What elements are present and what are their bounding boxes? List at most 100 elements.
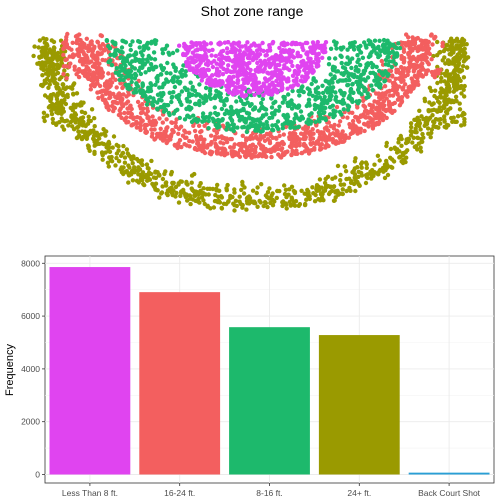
shot-point [170,128,175,133]
shot-point [356,99,361,105]
shot-point [252,117,257,123]
shot-point [184,106,189,112]
shot-point [304,191,309,197]
shot-point [84,64,89,69]
shot-point [252,78,257,84]
shot-point [153,187,158,192]
shot-point [89,48,94,53]
shot-point [202,43,207,48]
shot-point [103,91,109,97]
shot-point [68,61,73,66]
shot-point [120,59,126,64]
shot-point [136,68,141,73]
shot-point [407,62,413,67]
shot-point [320,135,325,140]
shot-point [55,57,60,63]
shot-point [298,116,304,121]
shot-point [308,49,313,54]
shot-point [370,44,376,49]
shot-point [236,71,241,77]
shot-point [413,129,418,135]
shot-point [88,87,94,92]
shot-point [301,141,307,147]
shot-point [219,152,224,157]
shot-point [429,127,434,132]
shot-point [277,62,282,68]
shot-point [205,67,210,72]
shot-point [106,164,112,169]
shot-point [286,192,291,197]
shot-point [82,52,87,57]
shot-point [219,79,225,84]
shot-point [462,57,467,62]
shot-point [358,43,363,49]
shot-point [39,82,44,88]
shot-point [370,65,375,70]
shot-point [232,152,237,158]
shot-point [247,201,252,206]
shot-point [212,198,218,204]
shot-point [438,121,443,126]
shot-point [416,48,421,53]
shot-point [408,121,414,126]
shot-point [418,145,423,150]
shot-scatter-panel [31,31,471,213]
shot-point [198,94,204,99]
shot-point [404,90,410,96]
shot-point [457,107,463,112]
shot-point [263,53,268,58]
shot-point [438,67,443,73]
shot-point [383,165,388,171]
shot-point [121,143,126,149]
shot-point [313,119,318,125]
shot-point [46,66,51,72]
shot-point [99,51,104,56]
shot-point [265,123,270,128]
shot-point [198,46,204,52]
shot-point [416,82,421,88]
shot-point [325,90,330,95]
shot-point [378,85,383,90]
shot-point [347,122,352,127]
shot-point [255,204,260,209]
shot-point [362,109,368,114]
shot-point [208,111,213,116]
shot-point [316,110,322,115]
shot-point [56,100,61,105]
shot-point [167,52,172,57]
shot-point [406,35,411,40]
shot-point [365,172,370,177]
shot-point [215,151,220,156]
shot-point [79,136,85,141]
shot-point [464,42,469,47]
shot-point [66,123,71,128]
shot-point [163,107,169,113]
shot-point [330,136,335,142]
shot-point [42,93,48,98]
shot-point [183,193,188,198]
shot-point [135,168,141,173]
shot-point [370,103,375,108]
shot-point [265,48,270,54]
shot-point [353,64,359,70]
shot-point [364,65,369,70]
shot-point [49,57,54,62]
shot-point [343,78,349,83]
shot-point [393,146,398,152]
shot-point [261,48,266,54]
shot-point [385,47,391,52]
shot-point [331,131,336,136]
shot-point [453,59,458,65]
shot-point [267,45,272,50]
bar-4 [408,472,490,475]
shot-point [81,100,86,105]
shot-point [238,98,244,104]
shot-point [178,179,183,184]
shot-point [213,93,218,98]
shot-point [310,93,315,99]
shot-point [359,160,365,165]
shot-point [235,89,240,94]
shot-point [399,143,404,148]
shot-point [211,117,216,123]
